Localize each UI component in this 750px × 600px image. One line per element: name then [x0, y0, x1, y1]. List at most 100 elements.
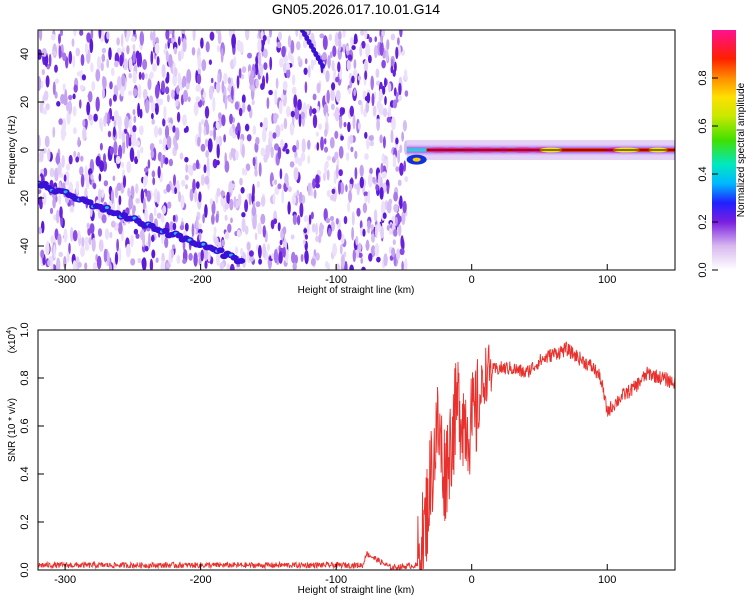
- noise-speckle: [142, 88, 148, 100]
- noise-speckle: [233, 196, 237, 208]
- noise-speckle: [75, 156, 80, 163]
- noise-speckle: [298, 113, 302, 127]
- noise-speckle: [209, 130, 214, 137]
- noise-speckle: [192, 162, 197, 171]
- noise-speckle: [391, 116, 396, 131]
- noise-speckle: [344, 261, 348, 270]
- chart-title: GN05.2026.017.10.01.G14: [272, 1, 440, 17]
- noise-speckle: [80, 246, 85, 257]
- noise-speckle: [185, 125, 189, 133]
- noise-speckle: [325, 217, 331, 224]
- noise-speckle: [197, 54, 202, 70]
- noise-speckle: [207, 251, 211, 262]
- noise-speckle: [66, 251, 70, 263]
- noise-speckle: [162, 118, 166, 127]
- noise-speckle: [365, 239, 370, 251]
- noise-speckle: [359, 44, 363, 57]
- noise-speckle: [112, 126, 116, 138]
- noise-speckle: [95, 68, 101, 82]
- noise-speckle: [254, 61, 259, 76]
- noise-speckle: [270, 146, 274, 158]
- noise-speckle: [287, 201, 291, 215]
- noise-speckle: [351, 226, 354, 241]
- noise-speckle: [132, 125, 137, 133]
- noise-speckle: [219, 262, 225, 270]
- noise-speckle: [401, 212, 406, 223]
- noise-speckle: [266, 97, 270, 110]
- noise-speckle: [221, 80, 225, 94]
- noise-speckle: [66, 163, 71, 171]
- noise-speckle: [352, 249, 356, 263]
- noise-speckle: [241, 144, 245, 158]
- noise-speckle: [381, 153, 385, 165]
- noise-speckle: [143, 167, 149, 173]
- noise-speckle: [73, 84, 78, 93]
- noise-speckle: [128, 137, 132, 147]
- noise-speckle: [106, 31, 110, 40]
- noise-speckle: [300, 152, 306, 162]
- noise-speckle: [229, 263, 235, 270]
- noise-speckle: [244, 168, 248, 176]
- noise-speckle: [364, 153, 369, 160]
- noise-speckle: [217, 135, 223, 147]
- noise-speckle: [399, 162, 404, 176]
- noise-speckle: [218, 112, 222, 120]
- noise-speckle: [206, 157, 210, 172]
- svg-text:(x104): (x104): [6, 327, 18, 354]
- noise-speckle: [307, 155, 311, 164]
- noise-speckle: [384, 95, 387, 106]
- noise-speckle: [238, 107, 243, 117]
- noise-speckle: [148, 232, 151, 248]
- noise-speckle: [342, 30, 346, 39]
- noise-speckle: [91, 237, 96, 252]
- noise-speckle: [177, 72, 182, 86]
- noise-speckle: [121, 161, 124, 169]
- noise-speckle: [397, 37, 400, 46]
- noise-speckle: [345, 45, 350, 52]
- noise-speckle: [335, 90, 341, 103]
- noise-speckle: [116, 76, 122, 91]
- noise-speckle: [278, 251, 283, 264]
- noise-speckle: [370, 75, 375, 91]
- noise-speckle: [61, 155, 65, 168]
- noise-speckle: [300, 254, 304, 262]
- noise-speckle: [198, 191, 202, 203]
- noise-speckle: [274, 143, 279, 151]
- noise-speckle: [137, 257, 142, 264]
- noise-speckle: [180, 194, 185, 209]
- noise-speckle: [63, 255, 67, 269]
- noise-speckle: [200, 174, 205, 186]
- noise-speckle: [42, 107, 48, 115]
- noise-speckle: [262, 127, 267, 143]
- noise-speckle: [175, 99, 179, 107]
- noise-speckle: [192, 30, 196, 41]
- noise-speckle: [252, 125, 257, 135]
- noise-speckle: [130, 36, 136, 42]
- noise-speckle: [257, 222, 262, 235]
- noise-speckle: [211, 200, 216, 215]
- noise-speckle: [353, 69, 358, 79]
- noise-speckle: [77, 230, 81, 240]
- noise-speckle: [57, 233, 62, 246]
- noise-speckle: [331, 188, 336, 194]
- noise-speckle: [388, 104, 392, 116]
- noise-speckle: [146, 190, 152, 202]
- noise-speckle: [252, 156, 256, 167]
- noise-speckle: [131, 133, 136, 147]
- snr-panel: -300 -200 -100 0 100 0.0 0.2 0.4 0.6 0.8 1.0 Heig…: [6, 322, 676, 596]
- noise-speckle: [240, 74, 245, 80]
- noise-speckle: [213, 126, 217, 141]
- noise-speckle: [291, 251, 296, 264]
- noise-speckle: [402, 200, 407, 214]
- noise-speckle: [404, 258, 408, 270]
- noise-speckle: [155, 257, 159, 263]
- noise-speckle: [283, 117, 288, 130]
- colorbar-gradient: [712, 30, 736, 270]
- upper-track-blob: [320, 63, 326, 69]
- noise-speckle: [338, 180, 341, 195]
- noise-speckle: [118, 195, 122, 206]
- noise-speckle: [151, 118, 155, 125]
- noise-speckle: [403, 160, 407, 172]
- noise-speckle: [117, 115, 122, 130]
- noise-speckle: [328, 33, 332, 41]
